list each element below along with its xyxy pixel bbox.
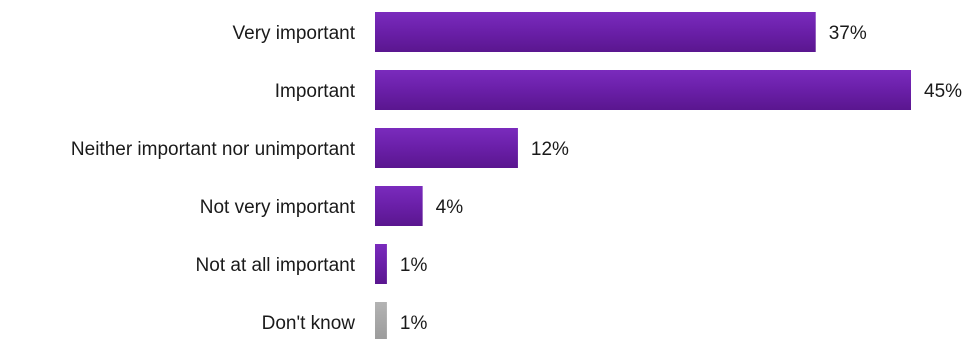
category-label-1: Important xyxy=(275,81,356,102)
bar-5 xyxy=(375,302,387,339)
category-label-2: Neither important nor unimportant xyxy=(71,139,356,160)
value-label-0: 37% xyxy=(829,23,867,44)
value-label-4: 1% xyxy=(400,255,428,276)
value-label-3: 4% xyxy=(436,197,464,218)
bar-3 xyxy=(375,186,423,226)
bar-4 xyxy=(375,244,387,284)
bars-layer: Very important 37% Important 45% Neither imp… xyxy=(71,12,962,339)
value-label-1: 45% xyxy=(924,81,962,102)
value-label-5: 1% xyxy=(400,313,428,334)
value-label-2: 12% xyxy=(531,139,569,160)
bar-1 xyxy=(375,70,911,110)
bar-2 xyxy=(375,128,518,168)
category-label-4: Not at all important xyxy=(196,255,356,276)
category-label-0: Very important xyxy=(233,23,356,44)
bar-0 xyxy=(375,12,816,52)
category-label-5: Don't know xyxy=(262,313,356,334)
category-label-3: Not very important xyxy=(200,197,356,218)
